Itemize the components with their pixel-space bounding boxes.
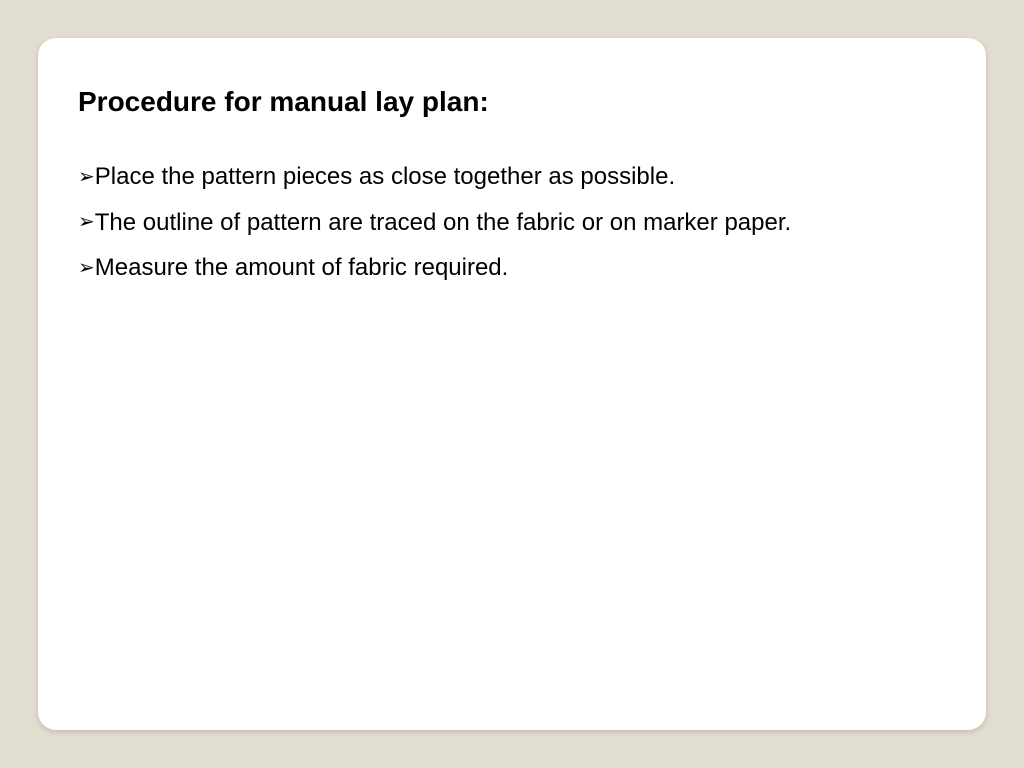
list-item: ➢Measure the amount of fabric required. [78,245,946,291]
bullet-list: ➢Place the pattern pieces as close toget… [78,154,946,291]
bullet-marker-icon: ➢ [78,203,95,241]
bullet-marker-icon: ➢ [78,158,95,196]
bullet-text: The outline of pattern are traced on the… [95,209,791,236]
bullet-marker-icon: ➢ [78,249,95,287]
bullet-text: Place the pattern pieces as close togeth… [95,163,675,190]
list-item: ➢The outline of pattern are traced on th… [78,200,946,246]
list-item: ➢Place the pattern pieces as close toget… [78,154,946,200]
slide-card: Procedure for manual lay plan: ➢Place th… [38,38,986,730]
slide-title: Procedure for manual lay plan: [78,86,946,118]
bullet-text: Measure the amount of fabric required. [95,254,509,281]
